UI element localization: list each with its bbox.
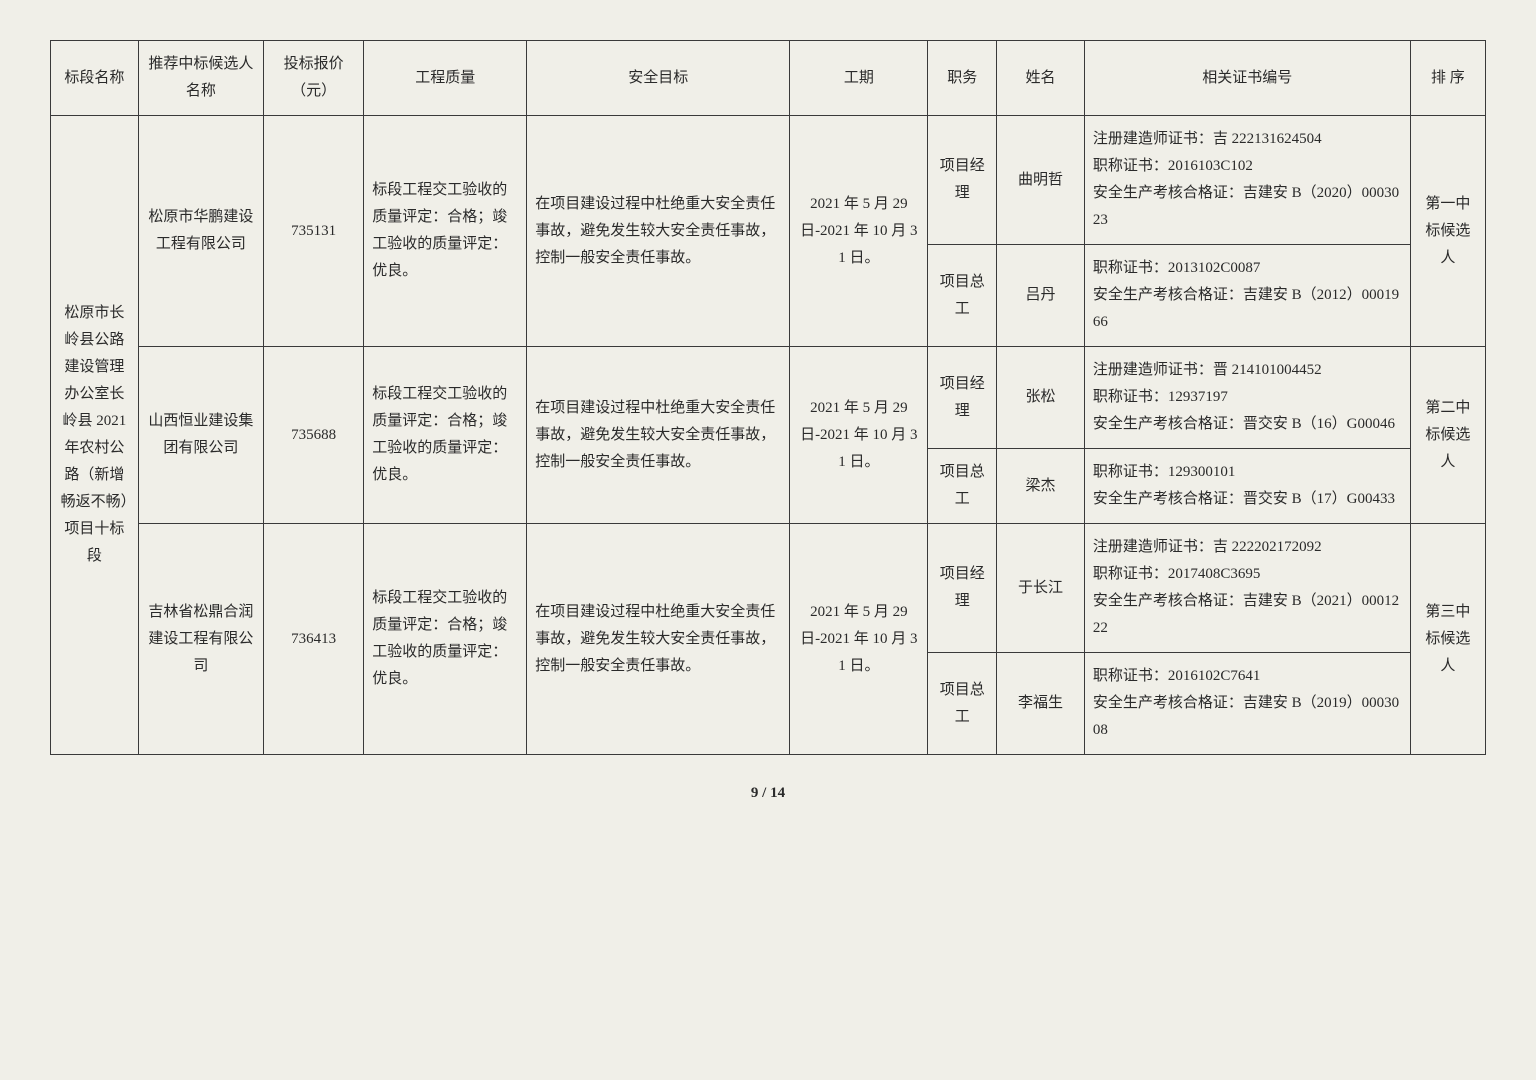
person-name-cell: 曲明哲: [997, 116, 1085, 245]
table-row: 松原市长岭县公路建设管理办公室长岭县 2021 年农村公路（新增畅返不畅）项目十…: [51, 116, 1486, 245]
rank-cell: 第三中标候选人: [1410, 524, 1485, 755]
quality-cell: 标段工程交工验收的质量评定：合格；竣工验收的质量评定：优良。: [364, 524, 527, 755]
person-name-cell: 张松: [997, 347, 1085, 449]
col-safety: 安全目标: [527, 41, 790, 116]
period-cell: 2021 年 5 月 29 日-2021 年 10 月 31 日。: [790, 347, 928, 524]
person-name-cell: 李福生: [997, 653, 1085, 755]
company-cell: 山西恒业建设集团有限公司: [138, 347, 263, 524]
col-role: 职务: [928, 41, 997, 116]
col-price: 投标报价（元）: [264, 41, 364, 116]
company-cell: 松原市华鹏建设工程有限公司: [138, 116, 263, 347]
person-name-cell: 梁杰: [997, 449, 1085, 524]
page-number: 9 / 14: [50, 785, 1486, 802]
period-cell: 2021 年 5 月 29 日-2021 年 10 月 31 日。: [790, 116, 928, 347]
role-cell: 项目经理: [928, 347, 997, 449]
cert-cell: 职称证书：2013102C0087 安全生产考核合格证：吉建安 B（2012）0…: [1084, 245, 1410, 347]
col-cert: 相关证书编号: [1084, 41, 1410, 116]
person-name-cell: 于长江: [997, 524, 1085, 653]
safety-cell: 在项目建设过程中杜绝重大安全责任事故，避免发生较大安全责任事故，控制一般安全责任…: [527, 524, 790, 755]
col-period: 工期: [790, 41, 928, 116]
col-rank: 排 序: [1410, 41, 1485, 116]
table-row: 山西恒业建设集团有限公司735688标段工程交工验收的质量评定：合格；竣工验收的…: [51, 347, 1486, 449]
cert-cell: 注册建造师证书：吉 222202172092 职称证书：2017408C3695…: [1084, 524, 1410, 653]
role-cell: 项目经理: [928, 116, 997, 245]
cert-cell: 职称证书：129300101 安全生产考核合格证：晋交安 B（17）G00433: [1084, 449, 1410, 524]
table-row: 吉林省松鼎合润建设工程有限公司736413标段工程交工验收的质量评定：合格；竣工…: [51, 524, 1486, 653]
col-company: 推荐中标候选人名称: [138, 41, 263, 116]
role-cell: 项目经理: [928, 524, 997, 653]
rank-cell: 第二中标候选人: [1410, 347, 1485, 524]
quality-cell: 标段工程交工验收的质量评定：合格；竣工验收的质量评定：优良。: [364, 116, 527, 347]
role-cell: 项目总工: [928, 449, 997, 524]
company-cell: 吉林省松鼎合润建设工程有限公司: [138, 524, 263, 755]
section-name-cell: 松原市长岭县公路建设管理办公室长岭县 2021 年农村公路（新增畅返不畅）项目十…: [51, 116, 139, 755]
col-quality: 工程质量: [364, 41, 527, 116]
price-cell: 736413: [264, 524, 364, 755]
role-cell: 项目总工: [928, 245, 997, 347]
table-header-row: 标段名称 推荐中标候选人名称 投标报价（元） 工程质量 安全目标 工期 职务 姓…: [51, 41, 1486, 116]
safety-cell: 在项目建设过程中杜绝重大安全责任事故，避免发生较大安全责任事故，控制一般安全责任…: [527, 347, 790, 524]
rank-cell: 第一中标候选人: [1410, 116, 1485, 347]
col-section: 标段名称: [51, 41, 139, 116]
price-cell: 735688: [264, 347, 364, 524]
bid-table: 标段名称 推荐中标候选人名称 投标报价（元） 工程质量 安全目标 工期 职务 姓…: [50, 40, 1486, 755]
role-cell: 项目总工: [928, 653, 997, 755]
price-cell: 735131: [264, 116, 364, 347]
col-name: 姓名: [997, 41, 1085, 116]
cert-cell: 注册建造师证书：吉 222131624504 职称证书：2016103C102 …: [1084, 116, 1410, 245]
person-name-cell: 吕丹: [997, 245, 1085, 347]
cert-cell: 注册建造师证书：晋 214101004452 职称证书：12937197 安全生…: [1084, 347, 1410, 449]
quality-cell: 标段工程交工验收的质量评定：合格；竣工验收的质量评定：优良。: [364, 347, 527, 524]
safety-cell: 在项目建设过程中杜绝重大安全责任事故，避免发生较大安全责任事故，控制一般安全责任…: [527, 116, 790, 347]
cert-cell: 职称证书：2016102C7641 安全生产考核合格证：吉建安 B（2019）0…: [1084, 653, 1410, 755]
period-cell: 2021 年 5 月 29 日-2021 年 10 月 31 日。: [790, 524, 928, 755]
